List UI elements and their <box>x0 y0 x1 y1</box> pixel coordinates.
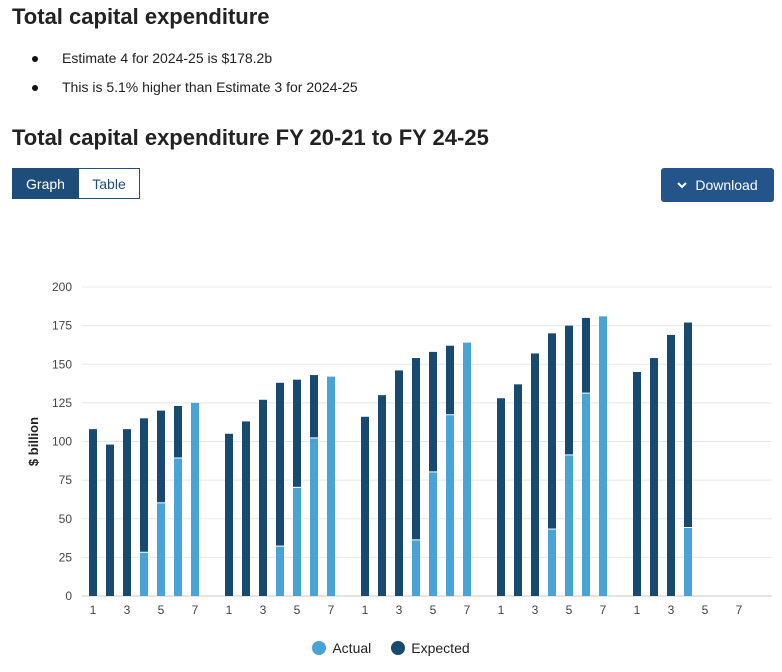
download-label: Download <box>695 177 758 193</box>
bar-expected <box>89 429 97 596</box>
bar-expected <box>650 358 658 596</box>
tab-graph[interactable]: Graph <box>12 168 79 199</box>
bar-expected <box>667 334 675 596</box>
chart-legend: Actual Expected <box>0 640 782 656</box>
download-button[interactable]: Download <box>661 168 774 202</box>
y-tick-label: 75 <box>59 473 73 487</box>
summary-item: This is 5.1% higher than Estimate 3 for … <box>12 73 358 102</box>
bar-expected <box>276 382 284 546</box>
bar-actual <box>446 415 454 596</box>
page-title: Total capital expenditure <box>12 4 270 29</box>
x-tick-label: 5 <box>566 603 573 617</box>
chevron-down-icon <box>677 182 688 189</box>
x-tick-label: 1 <box>498 603 505 617</box>
bar-expected <box>140 418 148 552</box>
bar-expected <box>310 375 318 438</box>
y-tick-label: 100 <box>52 435 72 449</box>
bar-expected <box>395 370 403 596</box>
x-tick-label: 5 <box>158 603 165 617</box>
bar-expected <box>259 399 267 596</box>
bar-expected <box>174 405 182 458</box>
x-tick-label: 1 <box>226 603 233 617</box>
x-tick-label: 1 <box>634 603 641 617</box>
bar-actual <box>412 540 420 596</box>
bar-actual <box>582 393 590 596</box>
y-tick-label: 25 <box>59 550 73 564</box>
x-tick-label: 7 <box>328 603 335 617</box>
bar-expected <box>531 353 539 596</box>
bar-expected <box>242 421 250 596</box>
legend-item-actual[interactable]: Actual <box>312 640 371 656</box>
x-tick-label: 7 <box>736 603 743 617</box>
x-tick-label: 5 <box>294 603 301 617</box>
bar-expected <box>225 433 233 596</box>
legend-item-expected[interactable]: Expected <box>391 640 470 656</box>
bar-actual <box>276 546 284 596</box>
bar-actual <box>191 402 199 596</box>
bar-actual <box>565 455 573 596</box>
y-tick-label: 125 <box>52 396 72 410</box>
x-tick-label: 3 <box>668 603 675 617</box>
bar-expected <box>429 351 437 472</box>
bar-expected <box>684 322 692 528</box>
tab-table[interactable]: Table <box>79 168 140 199</box>
bar-expected <box>361 416 369 596</box>
y-tick-label: 50 <box>59 512 73 526</box>
bar-expected <box>446 345 454 415</box>
legend-swatch-actual <box>312 641 327 655</box>
x-tick-label: 3 <box>124 603 131 617</box>
bar-expected <box>123 429 131 596</box>
y-tick-label: 200 <box>52 280 72 294</box>
bar-expected <box>157 410 165 503</box>
bar-expected <box>378 395 386 596</box>
bar-actual <box>599 316 607 596</box>
legend-label-actual: Actual <box>332 640 372 656</box>
y-axis-label: $ billion <box>26 417 41 466</box>
bar-actual <box>310 438 318 596</box>
x-tick-label: 7 <box>464 603 471 617</box>
x-tick-label: 5 <box>702 603 709 617</box>
x-tick-label: 7 <box>600 603 607 617</box>
bar-expected <box>412 358 420 540</box>
bar-actual <box>684 528 692 596</box>
legend-swatch-expected <box>391 641 406 655</box>
legend-label-expected: Expected <box>411 640 470 656</box>
x-tick-label: 3 <box>396 603 403 617</box>
bar-actual <box>174 458 182 596</box>
y-tick-label: 0 <box>65 589 72 603</box>
summary-list: Estimate 4 for 2024-25 is $178.2b This i… <box>12 44 358 102</box>
bar-expected <box>293 379 301 487</box>
bar-actual <box>140 552 148 596</box>
bar-actual <box>463 342 471 596</box>
summary-item: Estimate 4 for 2024-25 is $178.2b <box>12 44 358 73</box>
x-tick-label: 3 <box>260 603 267 617</box>
bar-actual <box>293 487 301 596</box>
bar-expected <box>514 384 522 596</box>
bar-expected <box>106 444 114 596</box>
bar-expected <box>582 317 590 393</box>
x-tick-label: 1 <box>362 603 369 617</box>
bar-expected <box>565 325 573 455</box>
view-tabs: Graph Table <box>12 168 140 199</box>
x-tick-label: 7 <box>192 603 199 617</box>
x-tick-label: 1 <box>90 603 97 617</box>
bar-actual <box>327 376 335 596</box>
bar-expected <box>548 333 556 529</box>
bar-expected <box>497 398 505 596</box>
y-tick-label: 150 <box>52 357 72 371</box>
chart-title: Total capital expenditure FY 20-21 to FY… <box>12 125 489 150</box>
bar-expected <box>633 371 641 596</box>
x-tick-label: 3 <box>532 603 539 617</box>
bar-actual <box>429 472 437 596</box>
bar-actual <box>157 503 165 596</box>
bar-actual <box>548 529 556 596</box>
y-tick-label: 175 <box>52 319 72 333</box>
x-tick-label: 5 <box>430 603 437 617</box>
